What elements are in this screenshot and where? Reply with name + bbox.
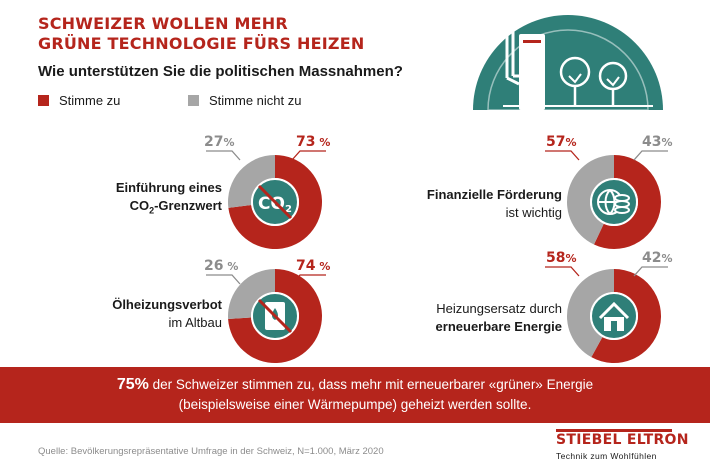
- oil-label-line2: im Altbau: [168, 315, 222, 330]
- heat-label: Heizungsersatz durch erneuerbare Energie: [400, 300, 562, 336]
- oil-agree-slice: [228, 269, 322, 363]
- banner-line-2: (beispielsweise einer Wärmepumpe) geheiz…: [178, 397, 532, 412]
- brand-logo: STIEBEL ELTRON Technik zum Wohlfühlen: [556, 429, 688, 461]
- fin-disagree-leader: [633, 150, 668, 161]
- oil-agree-pct: 74 %: [296, 258, 331, 274]
- legend-agree: Stimme zu: [38, 93, 120, 108]
- house-icon: [598, 301, 630, 331]
- oil-disagree-leader: [206, 274, 241, 285]
- heat-agree-leader: [545, 266, 580, 277]
- fin-agree-slice: [593, 155, 661, 249]
- oil-label: Ölheizungsverbot im Altbau: [96, 296, 222, 332]
- heat-disagree-leader: [633, 266, 668, 277]
- heat-agree-slice: [591, 269, 661, 363]
- heat-disagree-pct: 42%: [642, 250, 673, 266]
- fin-label-line2: ist wichtig: [505, 205, 562, 220]
- banner-line-1: 75% der Schweizer stimmen zu, dass mehr …: [0, 375, 710, 395]
- legend-agree-swatch: [38, 95, 49, 106]
- donut-fin: [567, 155, 661, 249]
- co2-label-line2: CO2-Grenzwert: [129, 198, 222, 216]
- oil-agree-leader: [291, 274, 326, 285]
- heat-label-line2: erneuerbare Energie: [435, 319, 562, 334]
- summary-banner: 75% der Schweizer stimmen zu, dass mehr …: [0, 367, 710, 423]
- fin-agree-leader: [545, 150, 580, 161]
- oil-disagree-slice: [228, 269, 275, 319]
- co2-disagree-slice: [228, 155, 275, 208]
- heat-pump-landscape-illustration: [473, 6, 663, 110]
- heat-label-line1: Heizungsersatz durch: [436, 301, 562, 316]
- fin-disagree-pct: 43%: [642, 134, 673, 150]
- fin-label: Finanzielle Förderung ist wichtig: [400, 186, 562, 222]
- fin-agree-pct: 57%: [546, 134, 577, 150]
- co2-disagree-leader: [206, 150, 241, 161]
- globe-coins-icon: [597, 189, 630, 215]
- donut-heat: [567, 269, 661, 363]
- oil-label-line1: Ölheizungsverbot: [112, 297, 222, 312]
- donut-co2: CO2: [228, 155, 322, 249]
- co2-agree-slice: [228, 155, 322, 249]
- oil-barrel-crossed-icon: [257, 298, 293, 334]
- source-note: Quelle: Bevölkerungsrepräsentative Umfra…: [38, 446, 384, 457]
- subtitle: Wie unterstützen Sie die politischen Mas…: [38, 63, 403, 80]
- title-line-2: GRÜNE TECHNOLOGIE FÜRS HEIZEN: [38, 34, 365, 53]
- co2-agree-pct: 73 %: [296, 134, 331, 150]
- co2-label-line1: Einführung eines: [115, 180, 222, 195]
- co2-crossed-icon: CO2: [257, 184, 293, 220]
- co2-label: Einführung eines CO2-Grenzwert: [96, 179, 222, 220]
- legend-disagree-swatch: [188, 95, 199, 106]
- legend-disagree-label: Stimme nicht zu: [209, 93, 302, 108]
- heat-agree-pct: 58%: [546, 250, 577, 266]
- banner-line-1-text: der Schweizer stimmen zu, dass mehr mit …: [148, 377, 594, 392]
- title-line-1: SCHWEIZER WOLLEN MEHR: [38, 14, 288, 33]
- legend-agree-label: Stimme zu: [59, 93, 121, 108]
- banner-highlight: 75%: [116, 376, 149, 393]
- co2-disagree-pct: 27%: [204, 134, 235, 150]
- fin-disagree-slice: [567, 155, 614, 245]
- heat-icon-badge: [590, 292, 638, 340]
- oil-disagree-pct: 26 %: [204, 258, 239, 274]
- co2-agree-leader: [291, 150, 326, 161]
- donut-oil: [228, 269, 322, 363]
- page-title: SCHWEIZER WOLLEN MEHR GRÜNE TECHNOLOGIE …: [38, 14, 364, 54]
- fin-label-line1: Finanzielle Förderung: [426, 187, 562, 202]
- heat-disagree-slice: [567, 269, 614, 358]
- brand-name: STIEBEL ELTRON: [556, 429, 688, 448]
- legend-disagree: Stimme nicht zu: [188, 93, 301, 108]
- brand-tagline: Technik zum Wohlfühlen: [556, 451, 657, 461]
